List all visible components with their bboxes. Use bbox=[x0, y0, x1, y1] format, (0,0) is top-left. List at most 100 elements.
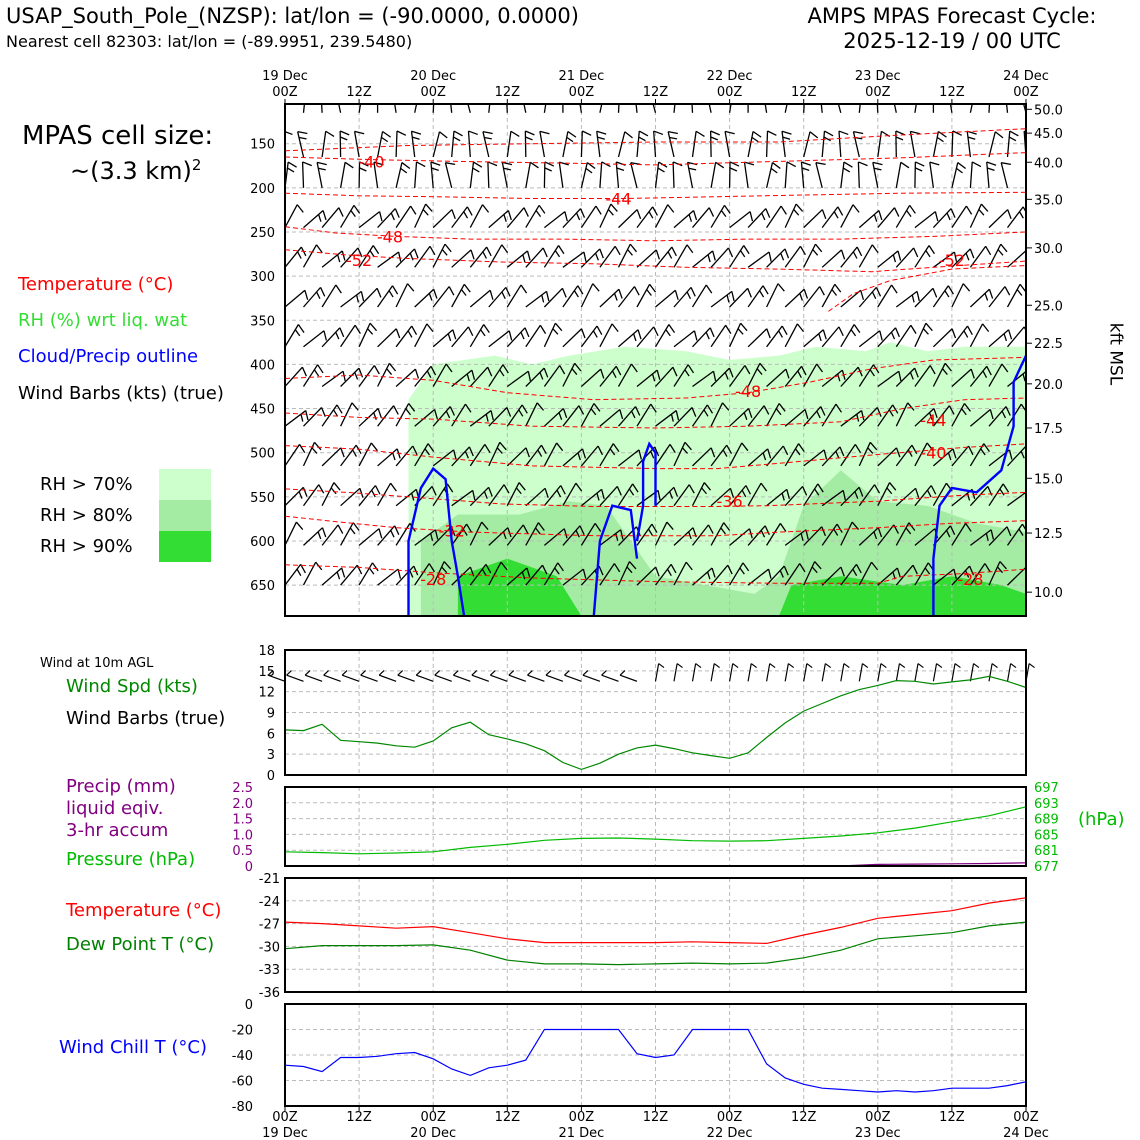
wind-barb bbox=[451, 326, 474, 348]
wind-barb bbox=[673, 286, 696, 308]
wind-barb bbox=[519, 104, 527, 113]
wind-barb-staff bbox=[895, 367, 916, 387]
wind-barb-flag bbox=[721, 402, 730, 411]
wind-barb-flag bbox=[796, 323, 804, 333]
sfc-wind-barb-flag bbox=[434, 670, 441, 676]
wind-barb-flag bbox=[414, 368, 420, 379]
wind-barb-flag bbox=[934, 211, 939, 222]
wind-barb bbox=[525, 444, 547, 467]
wind-barb-staff bbox=[803, 483, 819, 507]
sfc-wind-barb bbox=[691, 663, 702, 682]
wind-barb-staff bbox=[469, 289, 491, 308]
wind-barb bbox=[506, 482, 526, 506]
wind-barb-flag bbox=[557, 562, 564, 572]
bottom-time-label: 23 Dec bbox=[855, 1126, 901, 1140]
wind-barb-flag bbox=[1038, 444, 1048, 452]
height-tick-label: 20.0 bbox=[1034, 378, 1063, 393]
wind-barb-flag bbox=[710, 130, 720, 136]
sfc-wind-barb bbox=[877, 663, 887, 682]
wind-barb bbox=[766, 205, 787, 228]
wind-barb bbox=[430, 161, 441, 188]
wind-barb-flag bbox=[409, 252, 414, 261]
wind-barb-staff bbox=[710, 444, 728, 467]
wind-speed-tick: 0 bbox=[267, 769, 275, 784]
wind-barb bbox=[414, 443, 435, 467]
wind-barb bbox=[395, 162, 411, 189]
sfc-wind-barb-staff bbox=[803, 663, 808, 682]
pressure-tick: 681 bbox=[1034, 844, 1059, 859]
wind-barb-flag bbox=[536, 402, 545, 411]
wind-barb-flag bbox=[463, 211, 469, 219]
wind-barb-flag bbox=[612, 443, 620, 453]
wind-barb-flag bbox=[466, 373, 470, 382]
top-time-label: 23 Dec bbox=[855, 69, 901, 84]
wind-barb bbox=[840, 161, 853, 188]
wind-barb-flag bbox=[833, 528, 839, 536]
wind-barb-flag bbox=[706, 85, 716, 91]
wind-barb-flag bbox=[749, 211, 754, 222]
wind-barb-flag bbox=[874, 484, 881, 494]
wind-barb-flag bbox=[856, 246, 863, 257]
sfc-wind-barb-staff bbox=[895, 663, 901, 682]
wind-barb-flag bbox=[925, 250, 931, 258]
wind-barb-staff bbox=[969, 288, 990, 308]
cloud-outline bbox=[407, 466, 466, 616]
wind-barb-flag bbox=[860, 290, 865, 300]
wind-barb-staff bbox=[432, 483, 448, 507]
temp-contour-label: -40 bbox=[920, 444, 946, 463]
wind-barb-flag bbox=[578, 405, 585, 415]
wind-barb-staff bbox=[988, 526, 1008, 546]
wind-barb bbox=[784, 104, 792, 113]
wind-barb bbox=[543, 562, 564, 586]
wind-barb-staff bbox=[766, 205, 782, 228]
dewpoint-panel-label: Dew Point T (°C) bbox=[66, 934, 215, 955]
wind-barb-flag bbox=[786, 489, 790, 500]
wind-barb-staff bbox=[303, 286, 322, 308]
temp-contour-label: -40 bbox=[358, 152, 384, 171]
wind-barb-flag bbox=[544, 167, 552, 172]
wind-barb-flag bbox=[541, 294, 545, 303]
wind-barb-staff bbox=[710, 367, 730, 387]
wind-barb-flag bbox=[670, 564, 677, 574]
wind-barb-flag bbox=[407, 283, 415, 292]
wind-barb-staff bbox=[914, 211, 936, 229]
wind-barb-staff bbox=[970, 529, 992, 546]
wind-barb bbox=[821, 489, 846, 507]
wind-barb-staff bbox=[562, 285, 579, 308]
wind-barb-staff bbox=[543, 104, 550, 113]
temp-contour bbox=[285, 488, 1026, 507]
wind-barb-flag bbox=[709, 327, 715, 338]
temperature-tick: -30 bbox=[259, 940, 280, 955]
wind-barb bbox=[414, 104, 421, 113]
kft-axis-label: kft MSL bbox=[1105, 322, 1126, 386]
wind-barb-flag bbox=[957, 162, 967, 170]
wind-chill-tick: -20 bbox=[232, 1024, 253, 1039]
wind-barb bbox=[914, 161, 925, 188]
sfc-wind-barb bbox=[508, 670, 527, 682]
wind-barb-flag bbox=[867, 447, 874, 454]
sfc-wind-barb-flag bbox=[1028, 663, 1035, 669]
sfc-wind-barb-staff bbox=[453, 674, 471, 682]
wind-barb-flag bbox=[748, 408, 753, 418]
wind-barb bbox=[432, 329, 457, 348]
wind-barb-staff bbox=[414, 161, 418, 188]
wind-barb-staff bbox=[988, 406, 1007, 427]
wind-barb-staff bbox=[451, 566, 471, 586]
wind-barb bbox=[525, 487, 549, 507]
wind-barb-staff bbox=[451, 446, 470, 467]
wind-chill-tick: -40 bbox=[232, 1049, 253, 1064]
wind-barb-flag bbox=[767, 568, 772, 579]
wind-barb-flag bbox=[505, 287, 511, 297]
wind-barb bbox=[784, 161, 797, 188]
wind-barb bbox=[895, 564, 918, 586]
wind-barb-staff bbox=[562, 131, 569, 158]
wind-barb-staff bbox=[947, 104, 953, 113]
wind-barb-flag bbox=[507, 527, 512, 538]
wind-barb-flag bbox=[481, 204, 490, 213]
rh80-swatch bbox=[159, 500, 211, 531]
wind-barb-flag bbox=[298, 136, 307, 140]
wind-barb-flag bbox=[580, 328, 586, 339]
wind-barb-flag bbox=[405, 408, 411, 416]
wind-barb-flag bbox=[969, 565, 975, 576]
wind-barb-staff bbox=[525, 402, 538, 427]
